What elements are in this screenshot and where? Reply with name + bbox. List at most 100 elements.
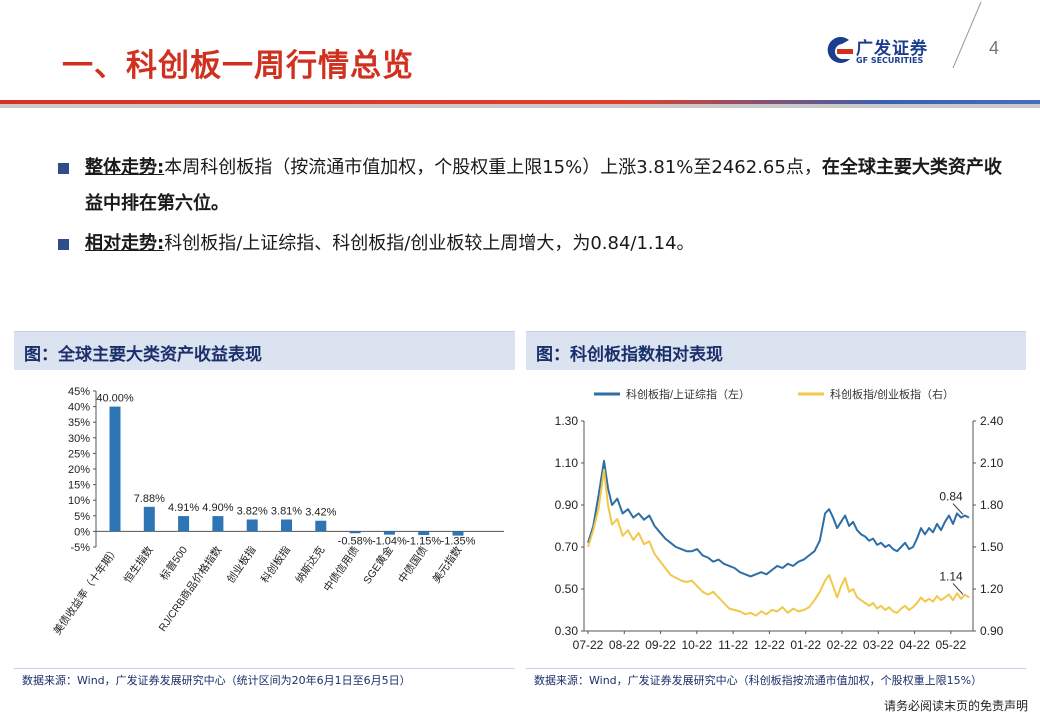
y-tick-label: 20% [68,464,90,476]
y-tick-label: 15% [68,480,90,492]
bar [452,531,464,536]
bar-data-label: 4.91% [168,502,199,514]
x-category-label: 创业板指 [224,543,259,585]
series-end-label: 0.84 [939,490,963,504]
gf-logo-icon [827,36,853,63]
bar [212,516,224,532]
right-panel-header: 图：科创板指数相对表现 [526,331,1026,370]
x-tick-label: 08-22 [609,638,640,652]
x-tick-label: 04-22 [899,638,930,652]
bar [315,520,327,532]
end-label-leader [952,503,964,515]
series-end-label: 1.14 [939,569,963,583]
x-category-label: 美债收益率（十年期） [51,544,122,637]
bar-data-label: -1.35% [441,535,476,547]
logo-subtitle: GF SECURITIES [856,56,924,65]
right-panel-title: 图：科创板指数相对表现 [536,345,723,365]
x-category-label: RJ/CRB商品价格指数 [156,543,225,634]
x-tick-label: 09-22 [645,638,676,652]
x-tick-label: 05-22 [936,638,967,652]
header: 一、科创板一周行情总览 广发证券 GF SECURITIES 4 [0,0,1040,100]
x-category-label: 纳斯达克 [293,543,328,585]
bar [109,406,121,532]
y-tick-label: 35% [68,417,90,429]
header-rule-shadow [0,104,1040,108]
page-title: 一、科创板一周行情总览 [62,48,414,84]
y-tick-label: 5% [74,511,90,523]
x-tick-label: 03-22 [863,638,894,652]
left-source-rule [14,668,515,669]
bar [281,519,292,532]
y-tick-label: -5% [70,542,90,554]
star-index-relative-line-chart: 科创板指/上证综指（左） 科创板指/创业板指（右） 1.30 1.10 0.90 0.70… [555,387,1004,652]
bar [178,516,190,532]
y-left-tick-label: 0.50 [555,582,579,596]
y-left-tick-label: 1.10 [555,456,579,470]
x-tick-label: 10-22 [682,638,713,652]
x-tick-label: 12-22 [754,638,785,652]
divider-slash-icon [952,1,982,69]
logo-name: 广发证券 [856,39,928,59]
right-source-note: 数据来源：Wind，广发证券发展研究中心（科创板指按流通市值加权，个股权重上限1… [534,674,983,687]
y-right-tick-label: 1.80 [980,498,1004,512]
asset-returns-bar-chart: 45% 40% 35% 30% 25% 20% 15% 10% 5% 0% -5% 40.00% 美债收… [51,386,504,637]
y-tick-label: 0% [74,526,90,538]
bullet-text: 科创板指/上证综指、科创板指/创业板较上周增大，为0.84/1.14。 [164,233,695,254]
x-category-label: 标普500 [157,544,190,583]
y-tick-label: 10% [68,495,90,507]
x-category-label: SGE黄金 [360,543,396,586]
summary-bullets: 整体走势:本周科创板指（按流通市值加权，个股权重上限15%）上涨3.81%至24… [58,150,1008,266]
bullet-heading: 相对走势: [85,233,165,254]
bullet-emphasis: 在全球主要大类资产收益中排在第六位。 [85,157,1002,214]
bar [383,531,395,535]
legend-label: 科创板指/创业板指（右） [830,387,954,401]
bar [418,531,430,535]
bar-data-label: 3.82% [237,505,268,517]
y-left-tick-label: 1.30 [555,414,579,428]
bar-data-label: 7.88% [134,493,165,505]
bar [246,519,258,532]
brand-logo: 广发证券 GF SECURITIES [823,34,943,70]
bullet-relative-trend: 相对走势:科创板指/上证综指、科创板指/创业板较上周增大，为0.84/1.14。 [58,226,1008,262]
left-panel-header: 图：全球主要大类资产收益表现 [14,331,515,370]
bullet-square-icon [58,163,69,174]
disclaimer-note: 请务必阅读末页的免责声明 [883,699,1028,713]
bar-data-label: 3.42% [305,507,336,519]
x-category-label: 科创板指 [258,543,293,585]
left-panel-title: 图：全球主要大类资产收益表现 [24,345,262,365]
y-right-tick-label: 1.50 [980,540,1004,554]
y-right-tick-label: 1.20 [980,582,1004,596]
bar-data-label: 40.00% [96,393,134,405]
legend-label: 科创板指/上证综指（左） [626,387,750,401]
left-source-note: 数据来源：Wind，广发证券发展研究中心（统计区间为20年6月1日至6月5日） [22,674,411,687]
header-rule [0,100,1040,104]
series-line [587,469,970,617]
y-left-tick-label: 0.70 [555,540,579,554]
bullet-text: 本周科创板指（按流通市值加权，个股权重上限15%）上涨3.81%至2462.65… [164,157,822,178]
bullet-square-icon [58,239,69,250]
bar-data-label: -0.58% [338,535,373,547]
y-right-tick-label: 0.90 [980,624,1004,638]
y-right-tick-label: 2.10 [980,456,1004,470]
y-tick-label: 45% [68,386,90,398]
bar-data-label: 3.81% [271,506,302,518]
bar-data-label: 4.90% [202,502,233,514]
y-left-tick-label: 0.90 [555,498,579,512]
series-line [587,459,970,578]
y-tick-label: 25% [68,448,90,460]
bar [349,531,361,534]
x-tick-label: 11-22 [718,638,748,652]
bar [143,506,155,532]
y-tick-label: 40% [68,402,90,414]
bar-data-label: -1.04% [372,535,407,547]
y-tick-label: 30% [68,433,90,445]
x-category-label: 恒生指数 [121,543,156,585]
bullet-heading: 整体走势: [85,157,165,178]
x-tick-label: 07-22 [573,638,604,652]
page-number: 4 [989,38,1000,58]
x-category-label: 美元指数 [430,543,465,585]
right-source-rule [526,668,1026,669]
x-category-label: 中债国债 [395,544,430,586]
bullet-overall-trend: 整体走势:本周科创板指（按流通市值加权，个股权重上限15%）上涨3.81%至24… [58,150,1008,222]
x-tick-label: 01-22 [790,638,821,652]
